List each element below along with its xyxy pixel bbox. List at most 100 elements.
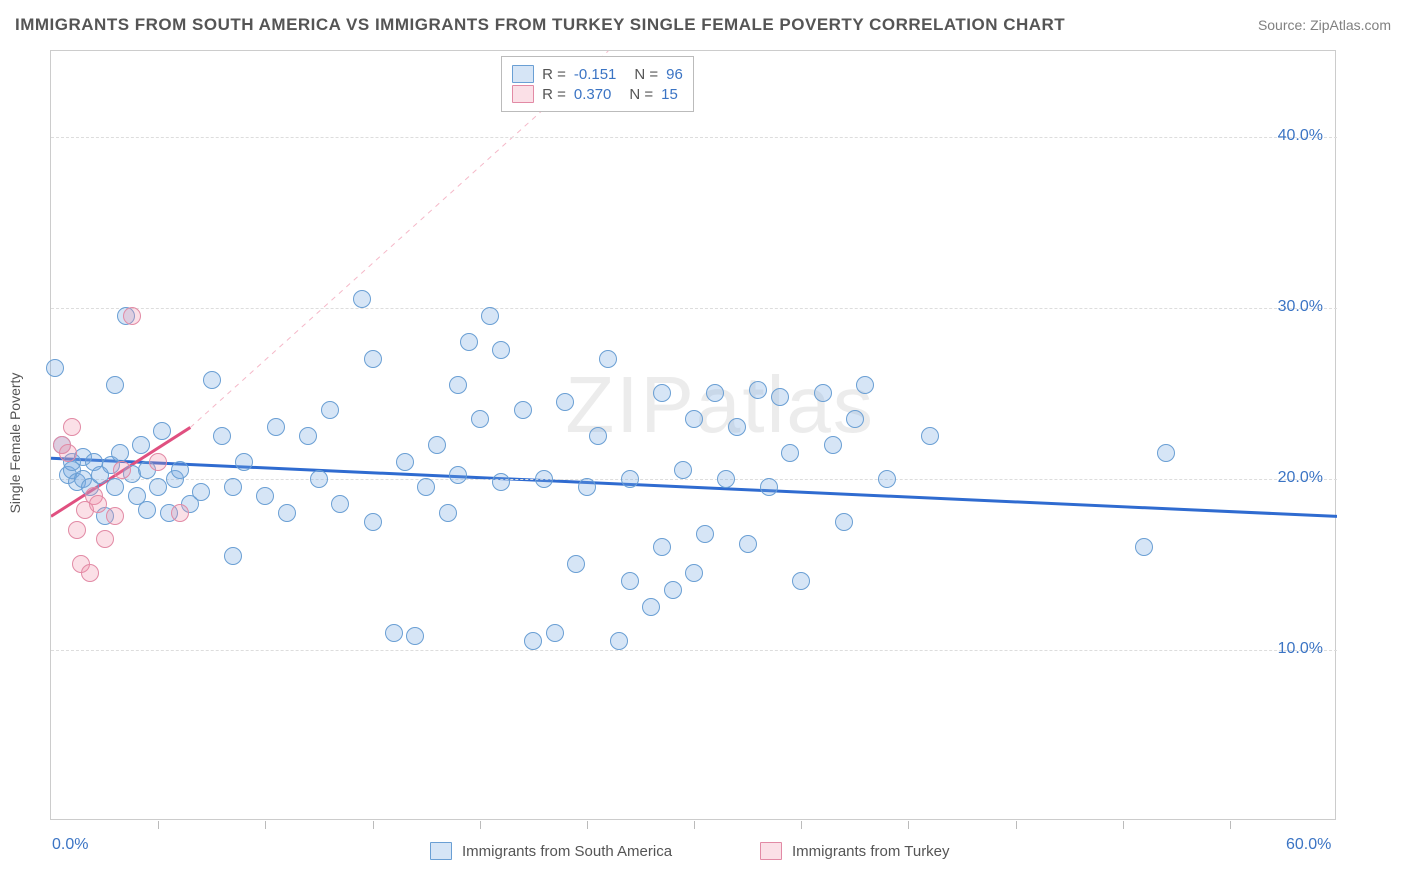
trend-lines bbox=[51, 51, 1337, 821]
data-point bbox=[781, 444, 799, 462]
stats-n-label: N = bbox=[634, 66, 658, 83]
data-point bbox=[856, 376, 874, 394]
x-tick-mark bbox=[158, 821, 159, 829]
x-tick-mark bbox=[265, 821, 266, 829]
data-point bbox=[138, 501, 156, 519]
data-point bbox=[653, 538, 671, 556]
data-point bbox=[89, 495, 107, 513]
data-point bbox=[123, 307, 141, 325]
data-point bbox=[132, 436, 150, 454]
data-point bbox=[68, 521, 86, 539]
y-tick-label: 10.0% bbox=[1278, 640, 1323, 658]
data-point bbox=[417, 478, 435, 496]
stats-swatch bbox=[512, 85, 534, 103]
data-point bbox=[556, 393, 574, 411]
x-tick-mark bbox=[1230, 821, 1231, 829]
data-point bbox=[535, 470, 553, 488]
data-point bbox=[481, 307, 499, 325]
data-point bbox=[696, 525, 714, 543]
data-point bbox=[749, 381, 767, 399]
stats-r-label: R = bbox=[542, 86, 566, 103]
data-point bbox=[171, 461, 189, 479]
plot-area: ZIPatlas R = -0.151N = 96R = 0.370N = 15… bbox=[50, 50, 1336, 820]
stats-r-value: -0.151 bbox=[574, 66, 617, 83]
x-axis-min-label: 0.0% bbox=[52, 836, 88, 854]
stats-box: R = -0.151N = 96R = 0.370N = 15 bbox=[501, 56, 694, 112]
data-point bbox=[96, 530, 114, 548]
data-point bbox=[567, 555, 585, 573]
data-point bbox=[267, 418, 285, 436]
data-point bbox=[224, 478, 242, 496]
data-point bbox=[824, 436, 842, 454]
data-point bbox=[111, 444, 129, 462]
data-point bbox=[653, 384, 671, 402]
legend-item-series-2: Immigrants from Turkey bbox=[760, 842, 950, 860]
data-point bbox=[113, 461, 131, 479]
x-tick-mark bbox=[587, 821, 588, 829]
data-point bbox=[364, 513, 382, 531]
y-tick-label: 40.0% bbox=[1278, 127, 1323, 145]
data-point bbox=[921, 427, 939, 445]
data-point bbox=[256, 487, 274, 505]
data-point bbox=[674, 461, 692, 479]
stats-n-label: N = bbox=[629, 86, 653, 103]
legend-label-2: Immigrants from Turkey bbox=[792, 843, 950, 860]
x-tick-mark bbox=[373, 821, 374, 829]
data-point bbox=[578, 478, 596, 496]
data-point bbox=[235, 453, 253, 471]
data-point bbox=[706, 384, 724, 402]
legend-item-series-1: Immigrants from South America bbox=[430, 842, 672, 860]
grid-line bbox=[51, 137, 1337, 138]
chart-header: IMMIGRANTS FROM SOUTH AMERICA VS IMMIGRA… bbox=[15, 15, 1391, 35]
data-point bbox=[524, 632, 542, 650]
y-tick-label: 30.0% bbox=[1278, 298, 1323, 316]
data-point bbox=[439, 504, 457, 522]
x-tick-mark bbox=[694, 821, 695, 829]
data-point bbox=[492, 341, 510, 359]
data-point bbox=[396, 453, 414, 471]
data-point bbox=[460, 333, 478, 351]
x-tick-mark bbox=[1123, 821, 1124, 829]
data-point bbox=[1157, 444, 1175, 462]
x-tick-mark bbox=[908, 821, 909, 829]
x-tick-mark bbox=[480, 821, 481, 829]
data-point bbox=[59, 444, 77, 462]
data-point bbox=[589, 427, 607, 445]
stats-row: R = 0.370N = 15 bbox=[512, 85, 683, 103]
data-point bbox=[664, 581, 682, 599]
stats-swatch bbox=[512, 65, 534, 83]
chart-title: IMMIGRANTS FROM SOUTH AMERICA VS IMMIGRA… bbox=[15, 15, 1065, 35]
data-point bbox=[106, 376, 124, 394]
data-point bbox=[224, 547, 242, 565]
data-point bbox=[599, 350, 617, 368]
data-point bbox=[171, 504, 189, 522]
data-point bbox=[46, 359, 64, 377]
data-point bbox=[717, 470, 735, 488]
data-point bbox=[621, 572, 639, 590]
data-point bbox=[385, 624, 403, 642]
data-point bbox=[428, 436, 446, 454]
data-point bbox=[106, 478, 124, 496]
data-point bbox=[739, 535, 757, 553]
data-point bbox=[846, 410, 864, 428]
legend-label-1: Immigrants from South America bbox=[462, 843, 672, 860]
data-point bbox=[81, 564, 99, 582]
data-point bbox=[203, 371, 221, 389]
data-point bbox=[449, 466, 467, 484]
data-point bbox=[106, 507, 124, 525]
x-tick-mark bbox=[1016, 821, 1017, 829]
data-point bbox=[642, 598, 660, 616]
stats-r-label: R = bbox=[542, 66, 566, 83]
data-point bbox=[835, 513, 853, 531]
data-point bbox=[406, 627, 424, 645]
data-point bbox=[364, 350, 382, 368]
data-point bbox=[278, 504, 296, 522]
data-point bbox=[771, 388, 789, 406]
data-point bbox=[685, 564, 703, 582]
data-point bbox=[149, 453, 167, 471]
data-point bbox=[492, 473, 510, 491]
y-axis-label: Single Female Poverty bbox=[7, 343, 23, 543]
data-point bbox=[63, 418, 81, 436]
data-point bbox=[878, 470, 896, 488]
grid-line bbox=[51, 308, 1337, 309]
